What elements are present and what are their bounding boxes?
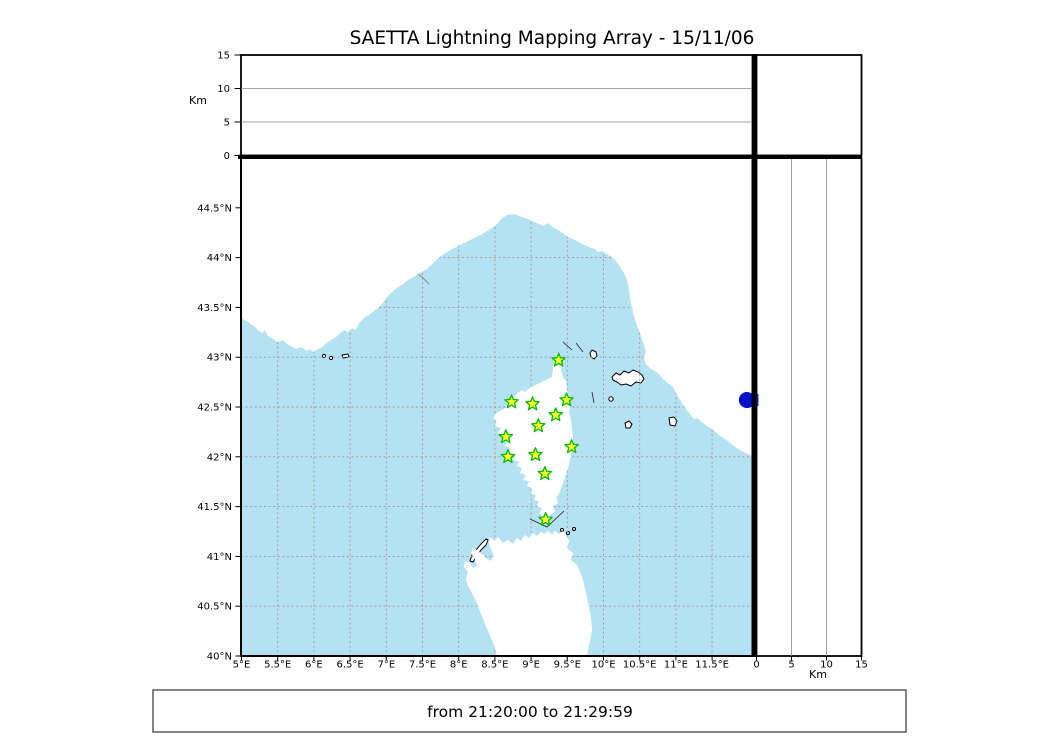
map-panel	[240, 157, 754, 657]
station-star-icon	[498, 429, 514, 444]
lon-tick-label: 8.5°E	[481, 660, 508, 671]
lon-tick-label: 7°E	[377, 660, 395, 671]
station-star-icon	[564, 439, 579, 454]
map-axis-ticks: 5°E 5.5°E 6°E 6.5°E 7°E 7.5°E 8°E 8.5°E 9°E 9.5°E…	[197, 203, 729, 670]
station-star-icon	[500, 449, 516, 464]
lon-tick-label: 11.5°E	[695, 660, 729, 671]
station-star-icon	[548, 407, 564, 422]
lat-tick-label: 42°N	[207, 452, 232, 463]
lma-stations-layer	[498, 352, 579, 526]
lon-tick-label: 6°E	[305, 660, 323, 671]
altitude-axis-unit-label-right: Km	[809, 668, 827, 681]
station-star-icon	[537, 466, 553, 481]
alt-tick-label-right: 5	[788, 660, 794, 671]
lat-tick-label: 43°N	[207, 353, 232, 364]
lon-tick-label: 5°E	[233, 660, 251, 671]
station-star-icon	[504, 394, 519, 409]
time-range-label: from 21:20:00 to 21:29:59	[427, 703, 633, 721]
lat-tick-label: 41.5°N	[197, 502, 232, 513]
pianosa-island	[608, 396, 614, 402]
lat-tick-label: 42.5°N	[197, 403, 232, 414]
giglio-island	[668, 416, 678, 427]
station-star-icon	[525, 396, 540, 411]
lon-tick-label: 10°E	[591, 660, 615, 671]
altitude-vs-latitude-panel	[755, 157, 863, 657]
station-star-icon	[531, 418, 546, 433]
station-star-icon	[559, 392, 574, 407]
lon-tick-label: 11°E	[664, 660, 688, 671]
lat-tick-label: 43.5°N	[197, 303, 232, 314]
altitude-axis-ticks-top: 0 5 10 15	[217, 51, 241, 162]
lat-tick-label: 44°N	[207, 253, 232, 264]
alt-tick-label-right: 15	[855, 660, 868, 671]
montecristo-island	[624, 420, 633, 429]
elba-island	[611, 369, 645, 387]
maddalena-islet	[560, 528, 564, 532]
lat-tick-label: 40°N	[207, 652, 232, 663]
corner-panel	[755, 54, 863, 157]
alt-tick-label-right: 0	[753, 660, 759, 671]
alt-tick-label-right: 10	[820, 660, 833, 671]
station-star-icon	[538, 511, 553, 526]
alt-tick-label-top: 15	[217, 51, 230, 62]
lightning-dot	[738, 392, 753, 409]
line-features	[529, 341, 595, 528]
lat-tick-label: 41°N	[207, 552, 232, 563]
lightning-altitude-mark	[756, 394, 759, 406]
altitude-gridlines-right	[791, 158, 827, 656]
altitude-vs-longitude-panel	[240, 54, 754, 157]
lat-tick-label: 40.5°N	[197, 602, 232, 613]
lon-tick-label: 6.5°E	[336, 660, 363, 671]
lon-tick-label: 10.5°E	[623, 660, 657, 671]
station-star-icon	[551, 352, 566, 367]
alt-tick-label-top: 5	[224, 118, 230, 129]
lon-tick-label: 5.5°E	[264, 660, 291, 671]
alt-tick-label-top: 10	[217, 84, 230, 95]
lon-tick-label: 9°E	[522, 660, 540, 671]
lat-tick-label: 44.5°N	[197, 203, 232, 214]
maddalena-islet	[572, 527, 576, 531]
lon-tick-label: 8°E	[450, 660, 468, 671]
station-star-icon	[528, 447, 543, 462]
lon-tick-label: 7.5°E	[409, 660, 436, 671]
altitude-axis-unit-label: Km	[189, 94, 207, 107]
time-range-box: from 21:20:00 to 21:29:59	[152, 689, 907, 733]
altitude-gridlines-top	[241, 88, 753, 123]
lon-tick-label: 9.5°E	[554, 660, 581, 671]
alt-tick-label-top: 0	[224, 151, 230, 162]
lightning-point-layer	[738, 392, 753, 409]
page-title: SAETTA Lightning Mapping Array - 15/11/0…	[350, 28, 755, 49]
